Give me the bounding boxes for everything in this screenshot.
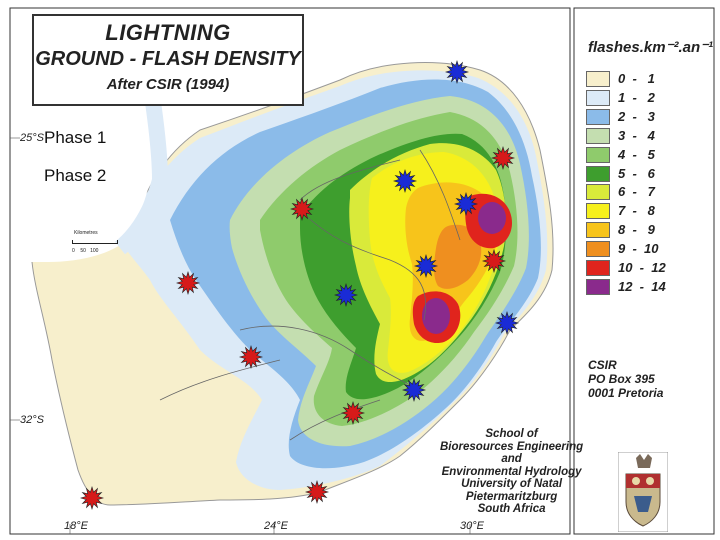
legend-swatch [586, 278, 610, 295]
legend-range: 8 - 9 [618, 222, 655, 238]
csir-line: 0001 Pretoria [588, 386, 664, 400]
legend-range: 7 - 8 [618, 203, 655, 219]
longitude-label: 30°E [460, 520, 484, 532]
longitude-label: 18°E [64, 520, 88, 532]
school-credit: School of Bioresources Engineering and E… [440, 428, 583, 516]
legend-title: flashes.km⁻².an⁻¹ [588, 39, 714, 56]
school-line: Bioresources Engineering [440, 440, 584, 453]
legend-range: 3 - 4 [618, 127, 655, 143]
latitude-label: 32°S [20, 414, 44, 426]
map-title-box: LIGHTNING GROUND - FLASH DENSITY After C… [32, 14, 304, 106]
legend-swatch [586, 222, 610, 239]
legend-range: 4 - 5 [618, 146, 655, 162]
legend-swatch [586, 127, 610, 144]
csir-address: CSIR PO Box 395 0001 Pretoria [588, 358, 663, 400]
legend-range: 6 - 7 [618, 184, 655, 200]
legend-range: 1 - 2 [618, 89, 655, 105]
scale-bar: Kilometres 0 50 100 [72, 230, 118, 260]
legend-range: 0 - 1 [618, 71, 655, 86]
phase-2-label: Phase 2 [44, 166, 107, 185]
school-line: School of [485, 428, 538, 440]
scale-bar-labels: 0 50 100 [72, 248, 99, 254]
legend-swatch [586, 184, 610, 201]
legend-swatch [586, 165, 610, 182]
legend-swatch [586, 241, 610, 258]
school-line: Environmental Hydrology [441, 465, 582, 478]
legend-range: 12 - 14 [618, 278, 666, 294]
phase-1-label: Phase 1 [44, 128, 107, 147]
school-line: Pietermaritzburg [465, 490, 558, 503]
legend-range: 9 - 10 [618, 241, 659, 257]
legend-swatch [586, 108, 610, 125]
legend-swatch [586, 89, 610, 106]
map-subtitle: GROUND - FLASH DENSITY [35, 48, 301, 70]
legend-range: 10 - 12 [618, 260, 666, 275]
map-title: LIGHTNING [105, 20, 231, 45]
map-source: After CSIR (1994) [106, 76, 230, 93]
school-line: and [501, 453, 522, 465]
longitude-label: 24°E [264, 520, 288, 532]
university-crest-icon [618, 452, 668, 532]
legend-swatch [586, 146, 610, 163]
legend-range: 5 - 6 [618, 165, 655, 181]
school-line: South Africa [477, 503, 546, 515]
csir-line: PO Box 395 [588, 372, 655, 386]
legend-swatch [586, 203, 610, 220]
scale-bar-ticks [72, 240, 118, 244]
legend-swatch [586, 260, 610, 276]
legend-range: 2 - 3 [618, 108, 655, 124]
csir-line: CSIR [588, 358, 617, 372]
scale-bar-title: Kilometres [74, 230, 98, 236]
school-line: University of Natal [461, 478, 563, 490]
legend-swatch [586, 71, 610, 87]
latitude-label: 25°S [20, 132, 44, 144]
